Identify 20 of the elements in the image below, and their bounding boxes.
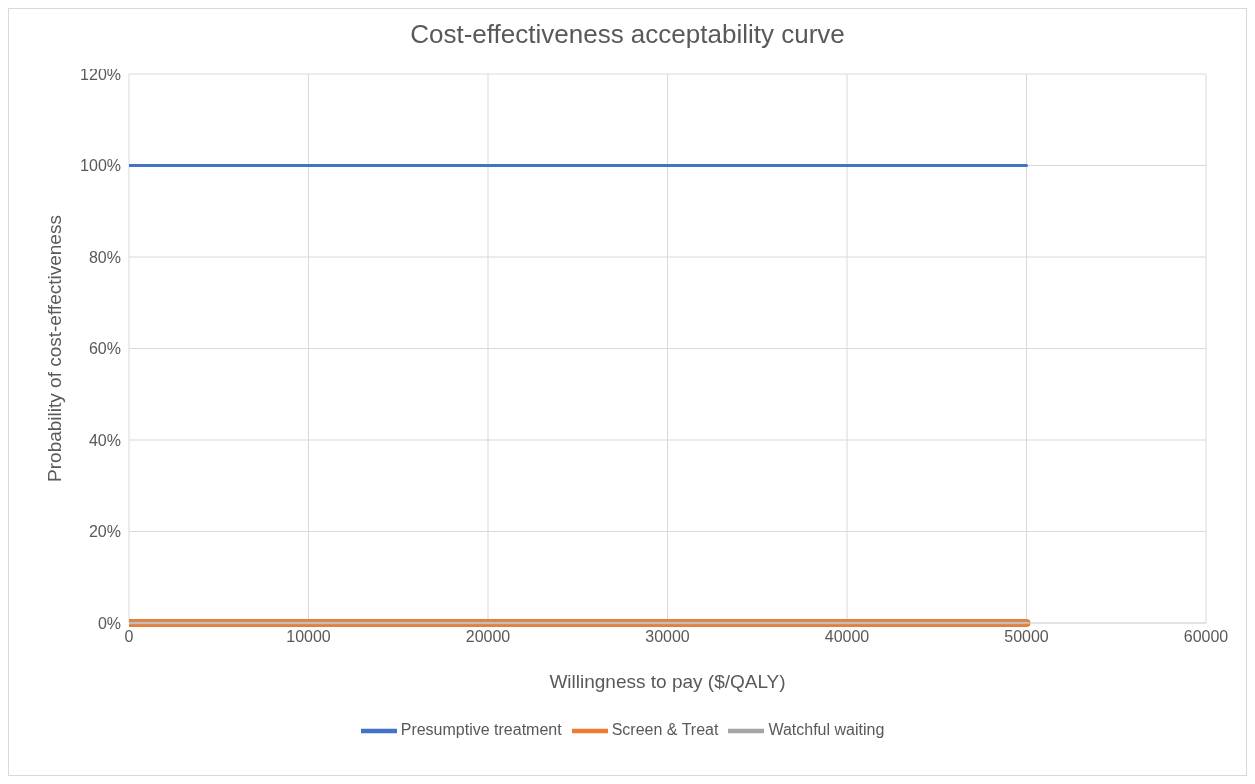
x-tick-label: 10000: [286, 628, 331, 646]
x-tick-label: 20000: [465, 628, 511, 646]
legend-label: Presumptive treatment: [400, 721, 562, 739]
x-tick-label: 60000: [1183, 628, 1229, 646]
x-axis-title: Willingness to pay ($/QALY): [549, 671, 786, 692]
y-tick-label: 60%: [88, 340, 121, 358]
y-tick-label: 40%: [88, 431, 121, 449]
y-axis-title: Probability of cost-effectiveness: [43, 215, 65, 482]
x-tick-label: 50000: [1004, 628, 1049, 646]
y-tick-label: 0%: [97, 614, 121, 632]
legend-label: Screen & Treat: [611, 721, 719, 739]
legend-label: Watchful waiting: [768, 721, 885, 739]
y-tick-label: 80%: [88, 248, 121, 266]
x-tick-label: 0: [124, 628, 134, 646]
x-tick-label: 40000: [824, 628, 870, 646]
chart-title: Cost-effectiveness acceptability curve: [410, 19, 845, 49]
y-tick-label: 20%: [88, 523, 121, 541]
y-tick-label: 100%: [80, 157, 121, 175]
y-tick-label: 120%: [80, 65, 121, 83]
x-tick-label: 30000: [645, 628, 690, 646]
